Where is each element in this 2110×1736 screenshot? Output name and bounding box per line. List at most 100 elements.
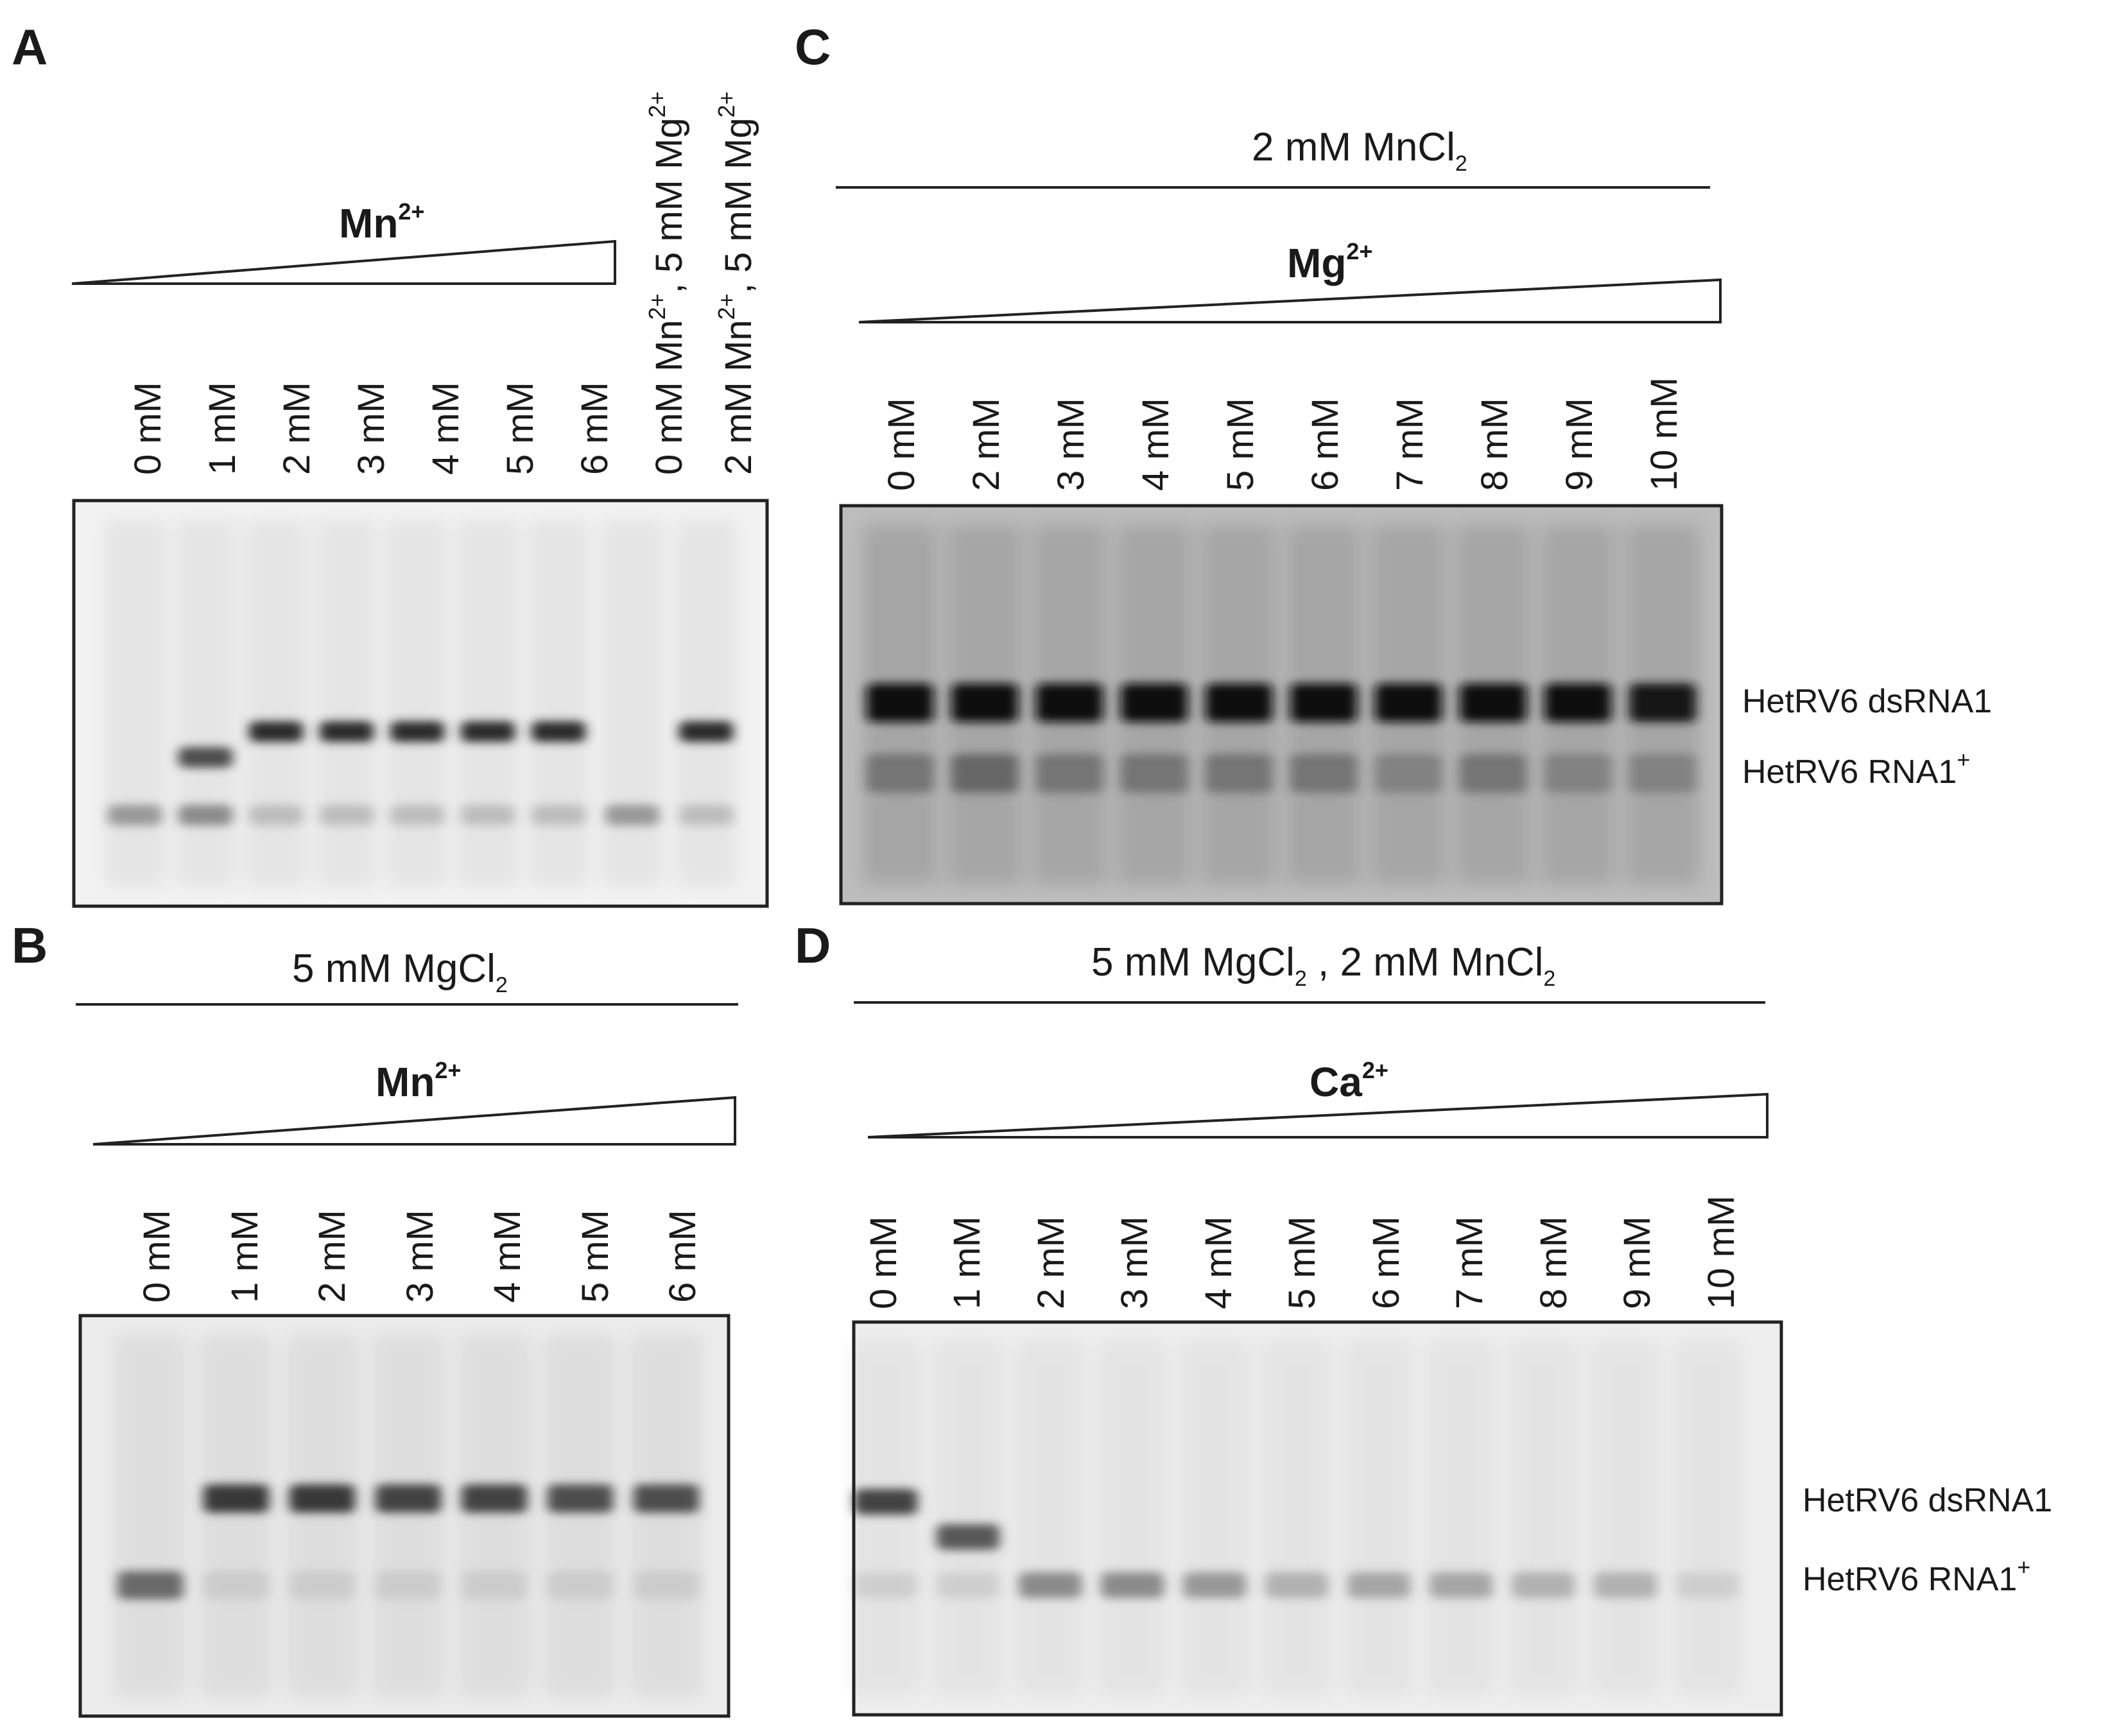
- gel-band: [867, 683, 933, 722]
- panel-b-letter: B: [12, 917, 48, 974]
- panel-d-gradient-ion: Ca2+: [1310, 1057, 1388, 1105]
- lane-label: 3 mM: [1114, 1216, 1155, 1309]
- lane-smear: [386, 520, 448, 887]
- lane-smear: [528, 520, 589, 887]
- lane-smear: [544, 1335, 617, 1697]
- lane-smear: [372, 1335, 445, 1697]
- gel-band: [178, 805, 232, 825]
- panel-c-gel: [841, 506, 1722, 904]
- lane-label: 8 mM: [1474, 398, 1516, 491]
- panel-c-condition: 2 mM MnCl2: [1252, 125, 1467, 176]
- panel-d: D 5 mM MgCl2 , 2 mM MnCl2 Ca2+ 0 mM 1 mM…: [795, 917, 2052, 1717]
- lane-smear: [1590, 1341, 1661, 1696]
- lane-smear: [104, 520, 166, 887]
- gel-band: [937, 1524, 999, 1550]
- gel-band: [1676, 1572, 1739, 1598]
- lane-label: 4 mM: [487, 1210, 528, 1303]
- gel-band: [1544, 683, 1611, 722]
- gel-band: [605, 805, 659, 825]
- gel-band: [290, 1571, 355, 1599]
- gel-band: [1101, 1572, 1164, 1598]
- lane-smear: [245, 520, 307, 887]
- panel-d-band-label-dsrna: HetRV6 dsRNA1: [1803, 1482, 2052, 1519]
- lane-label: 10 mM: [1643, 377, 1685, 491]
- lane-label: 5 mM: [575, 1210, 616, 1303]
- lane-label: 3 mM: [399, 1210, 441, 1303]
- gel-band: [867, 754, 933, 793]
- panel-d-gradient-wedge: [867, 1092, 1768, 1139]
- gel-band: [1036, 754, 1103, 793]
- gel-band: [290, 1484, 355, 1513]
- panel-d-lane-labels: 0 mM 1 mM 2 mM 3 mM 4 mM 5 mM 6 mM 7 mM …: [863, 1196, 1742, 1309]
- panel-c-band-label-dsrna: HetRV6 dsRNA1: [1742, 683, 1992, 720]
- gel-band: [1121, 683, 1188, 722]
- lane-label: 5 mM: [1281, 1216, 1323, 1309]
- gel-band: [1375, 683, 1442, 722]
- lane-smear: [851, 1341, 921, 1696]
- lane-smear: [1015, 1341, 1085, 1696]
- gel-band: [461, 805, 515, 825]
- gel-band: [249, 805, 303, 825]
- gel-band: [1460, 754, 1526, 793]
- gel-band: [461, 721, 515, 742]
- gel-band: [108, 805, 162, 825]
- lane-smear: [286, 1335, 359, 1697]
- lane-label: 1 mM: [946, 1216, 988, 1309]
- panel-c-gel-frame: [839, 504, 1724, 906]
- lane-label: 2 mM: [276, 382, 318, 475]
- gel-band: [462, 1484, 527, 1513]
- panel-c-lane-labels: 0 mM 2 mM 3 mM 4 mM 5 mM 6 mM 7 mM 8 mM …: [881, 377, 1685, 491]
- gel-band: [1036, 683, 1103, 722]
- gel-band: [1290, 683, 1357, 722]
- panel-b-gel: [80, 1316, 729, 1716]
- lane-label-mn-mg: 0 mM Mn2+, 5 mM Mg2+: [644, 91, 690, 475]
- gel-band: [320, 721, 374, 742]
- lane-label: 3 mM: [1050, 398, 1092, 491]
- lane-label: 6 mM: [1304, 398, 1346, 491]
- gel-band: [1512, 1572, 1575, 1598]
- panel-a-gradient-wedge: [71, 239, 616, 285]
- lane-label: 5 mM: [499, 382, 541, 475]
- gel-band: [854, 1572, 917, 1598]
- lane-smear: [933, 1341, 1003, 1696]
- gel-band: [1206, 683, 1272, 722]
- lane-label: 9 mM: [1616, 1216, 1658, 1309]
- lane-label: 3 mM: [350, 382, 392, 475]
- panel-c-letter: C: [795, 19, 831, 75]
- panel-d-gel: [851, 1322, 1781, 1715]
- lane-label: 0 mM: [881, 398, 922, 491]
- gel-band: [203, 1571, 269, 1599]
- panel-d-gel-frame: [852, 1320, 1783, 1717]
- gel-band: [1183, 1572, 1246, 1598]
- gel-band: [1206, 754, 1272, 793]
- panel-b-lane-labels: 0 mM 1 mM 2 mM 3 mM 4 mM 5 mM 6 mM: [136, 1210, 704, 1303]
- lane-label: 0 mM: [863, 1216, 904, 1309]
- gel-band: [634, 1484, 699, 1513]
- lane-label: 5 mM: [1220, 398, 1261, 491]
- lane-smear: [1261, 1341, 1332, 1696]
- gel-band: [1544, 754, 1611, 793]
- lane-smear: [1426, 1341, 1496, 1696]
- lane-label: 9 mM: [1559, 398, 1600, 491]
- panel-a-gel-frame: [72, 499, 769, 908]
- gel-band: [1121, 754, 1188, 793]
- lane-label: 6 mM: [662, 1210, 704, 1303]
- gel-band: [320, 805, 374, 825]
- panel-a: A Mn2+ 0 mM 1 mM 2 mM 3 mM 4 mM 5 mM 6 m…: [12, 19, 769, 908]
- lane-label: 2 mM: [311, 1210, 353, 1303]
- gel-band: [1019, 1572, 1082, 1598]
- gel-band: [390, 805, 444, 825]
- lane-label: 6 mM: [1365, 1216, 1407, 1309]
- panel-b-gradient-ion: Mn2+: [376, 1057, 461, 1105]
- gel-band: [1375, 754, 1442, 793]
- panel-b-gradient-wedge: [92, 1096, 736, 1146]
- lane-smear: [200, 1335, 273, 1697]
- panel-a-letter: A: [12, 19, 48, 75]
- lane-smear: [316, 520, 377, 887]
- panel-b-gel-frame: [78, 1314, 731, 1718]
- gel-band: [1629, 754, 1696, 793]
- lane-label: 0 mM: [136, 1210, 178, 1303]
- gel-band: [390, 721, 444, 742]
- panel-c-gradient-wedge: [858, 278, 1722, 323]
